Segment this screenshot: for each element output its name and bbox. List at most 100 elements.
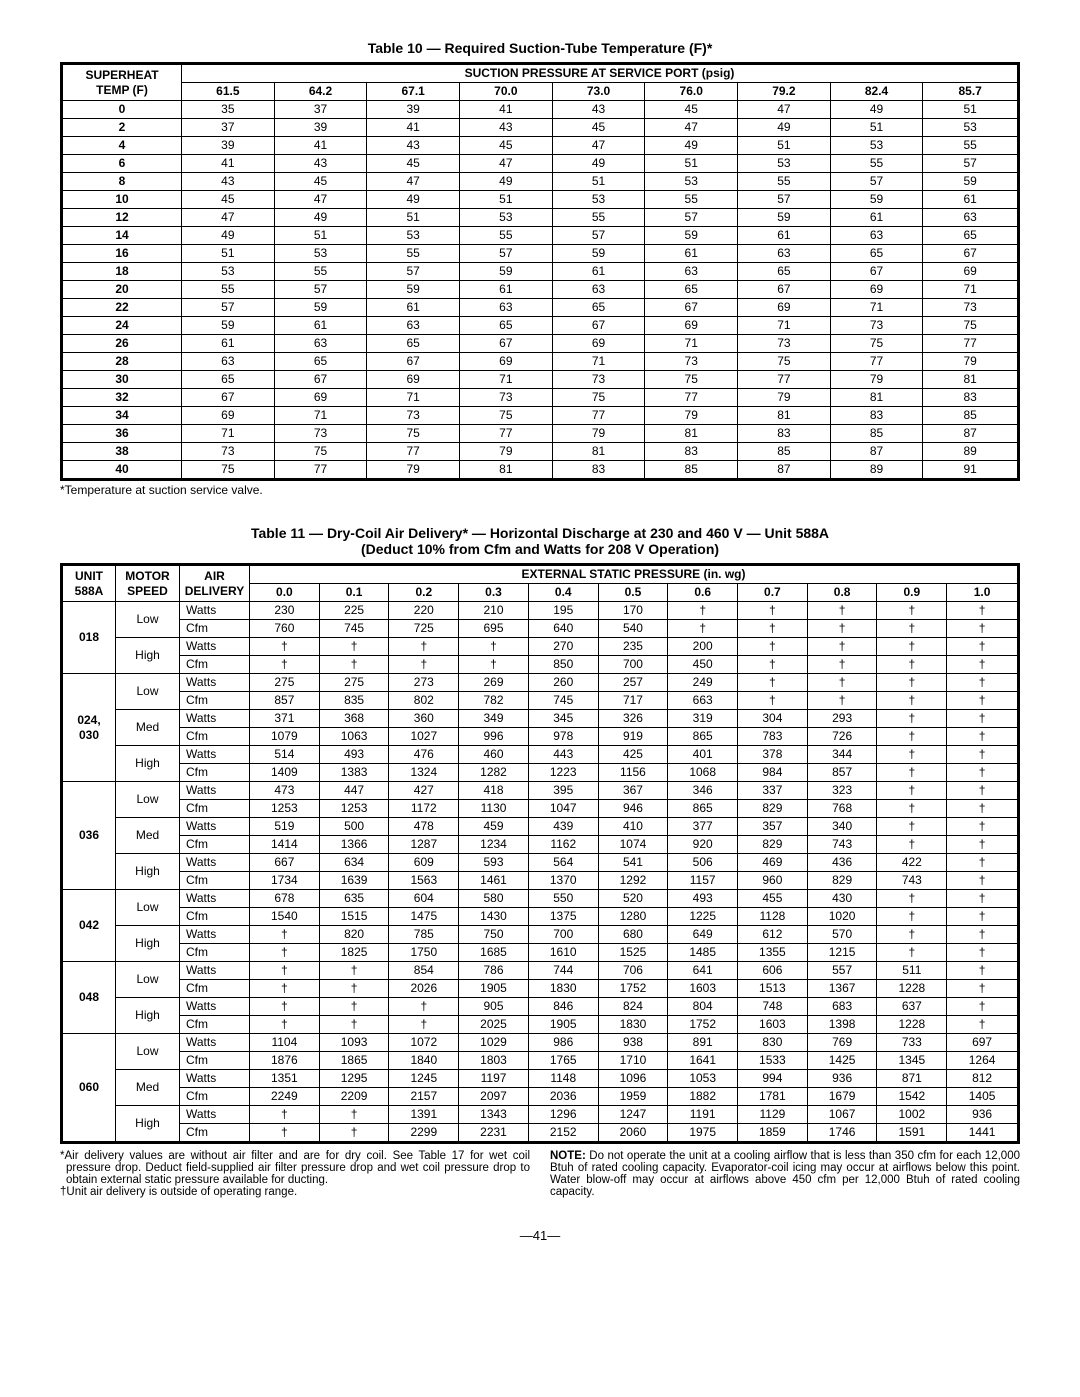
t11-value-cell: 1391: [389, 1106, 459, 1124]
t11-esp-header: 0.4: [528, 584, 598, 602]
t11-speed-cell: Low: [116, 602, 180, 638]
t10-value-cell: 75: [367, 425, 460, 443]
t10-value-cell: 61: [274, 317, 367, 335]
t11-air-cell: Cfm: [180, 944, 250, 962]
t11-value-cell: 846: [528, 998, 598, 1016]
t11-value-cell: 733: [877, 1034, 947, 1052]
t11-value-cell: 835: [319, 692, 389, 710]
t11-value-cell: 1905: [459, 980, 529, 998]
t11-note-right: NOTE: Do not operate the unit at a cooli…: [550, 1150, 1020, 1198]
t11-value-cell: 1104: [250, 1034, 320, 1052]
t10-value-cell: 65: [738, 263, 831, 281]
t11-value-cell: 430: [807, 890, 877, 908]
t10-value-cell: 71: [738, 317, 831, 335]
t11-value-cell: 455: [738, 890, 808, 908]
t11-value-cell: †: [807, 692, 877, 710]
t10-value-cell: 77: [274, 461, 367, 480]
t11-value-cell: 425: [598, 746, 668, 764]
t11-value-cell: 476: [389, 746, 459, 764]
table10-title: Table 10 — Required Suction-Tube Tempera…: [60, 40, 1020, 56]
t10-value-cell: 47: [552, 137, 645, 155]
t11-value-cell: †: [250, 926, 320, 944]
t11-esp-header: 1.0: [947, 584, 1019, 602]
t11-value-cell: †: [877, 638, 947, 656]
t11-air-cell: Cfm: [180, 728, 250, 746]
t11-value-cell: †: [877, 926, 947, 944]
t11-value-cell: †: [738, 602, 808, 620]
t10-value-cell: 47: [367, 173, 460, 191]
t11-value-cell: †: [877, 944, 947, 962]
t10-value-cell: 51: [274, 227, 367, 245]
t11-air-cell: Watts: [180, 890, 250, 908]
t10-value-cell: 79: [367, 461, 460, 480]
t10-pressure-header: 67.1: [367, 83, 460, 101]
t11-value-cell: 275: [250, 674, 320, 692]
t11-value-cell: 1710: [598, 1052, 668, 1070]
t10-value-cell: 43: [367, 137, 460, 155]
t11-value-cell: 1029: [459, 1034, 529, 1052]
t10-value-cell: 75: [552, 389, 645, 407]
t10-superheat-cell: 22: [62, 299, 182, 317]
t11-colgroup: EXTERNAL STATIC PRESSURE (in. wg): [250, 565, 1019, 584]
t10-value-cell: 55: [645, 191, 738, 209]
t10-value-cell: 65: [552, 299, 645, 317]
t10-value-cell: 71: [367, 389, 460, 407]
t11-value-cell: 786: [459, 962, 529, 980]
t10-value-cell: 63: [923, 209, 1019, 227]
table-row: HighWatts††††270235200††††: [62, 638, 1019, 656]
t11-value-cell: 1345: [877, 1052, 947, 1070]
t11-value-cell: 550: [528, 890, 598, 908]
t11-value-cell: 1542: [877, 1088, 947, 1106]
table-row: Cfm††††850700450††††: [62, 656, 1019, 674]
t11-value-cell: 1533: [738, 1052, 808, 1070]
t11-value-cell: †: [877, 746, 947, 764]
t11-value-cell: 978: [528, 728, 598, 746]
t11-value-cell: 1825: [319, 944, 389, 962]
t11-value-cell: 436: [807, 854, 877, 872]
t11-value-cell: 1414: [250, 836, 320, 854]
t11-value-cell: 519: [250, 818, 320, 836]
t11-value-cell: 936: [807, 1070, 877, 1088]
table-row: 036LowWatts473447427418395367346337323††: [62, 782, 1019, 800]
t10-value-cell: 71: [274, 407, 367, 425]
t11-speed-cell: Low: [116, 782, 180, 818]
t11-value-cell: †: [947, 872, 1019, 890]
t11-value-cell: 726: [807, 728, 877, 746]
t11-value-cell: 541: [598, 854, 668, 872]
table-row: HighWatts514493476460443425401378344††: [62, 746, 1019, 764]
t11-value-cell: 802: [389, 692, 459, 710]
t10-value-cell: 81: [552, 443, 645, 461]
t11-value-cell: 269: [459, 674, 529, 692]
t10-value-cell: 69: [552, 335, 645, 353]
t11-value-cell: 273: [389, 674, 459, 692]
table-row: 16515355575961636567: [62, 245, 1019, 263]
t11-value-cell: 326: [598, 710, 668, 728]
t11-air-cell: Watts: [180, 962, 250, 980]
t11-value-cell: †: [738, 674, 808, 692]
t10-value-cell: 47: [738, 101, 831, 119]
t11-value-cell: 606: [738, 962, 808, 980]
t10-value-cell: 49: [182, 227, 275, 245]
t11-value-cell: †: [877, 764, 947, 782]
t10-value-cell: 77: [738, 371, 831, 389]
table-row: Cfm††20261905183017521603151313671228†: [62, 980, 1019, 998]
t10-value-cell: 69: [460, 353, 553, 371]
t10-value-cell: 73: [274, 425, 367, 443]
t11-value-cell: 604: [389, 890, 459, 908]
t11-speed-cell: Med: [116, 818, 180, 854]
t11-value-cell: 1197: [459, 1070, 529, 1088]
t10-value-cell: 41: [367, 119, 460, 137]
t11-air-cell: Watts: [180, 1034, 250, 1052]
t11-value-cell: †: [877, 602, 947, 620]
t11-value-cell: †: [738, 656, 808, 674]
t10-value-cell: 73: [182, 443, 275, 461]
t10-value-cell: 39: [367, 101, 460, 119]
t10-superheat-cell: 14: [62, 227, 182, 245]
t10-value-cell: 79: [552, 425, 645, 443]
table-row: Cfm760745725695640540†††††: [62, 620, 1019, 638]
t10-value-cell: 81: [830, 389, 923, 407]
table-row: Cfm†††2025190518301752160313981228†: [62, 1016, 1019, 1034]
t10-value-cell: 85: [738, 443, 831, 461]
t11-value-cell: 745: [528, 692, 598, 710]
t10-value-cell: 65: [645, 281, 738, 299]
